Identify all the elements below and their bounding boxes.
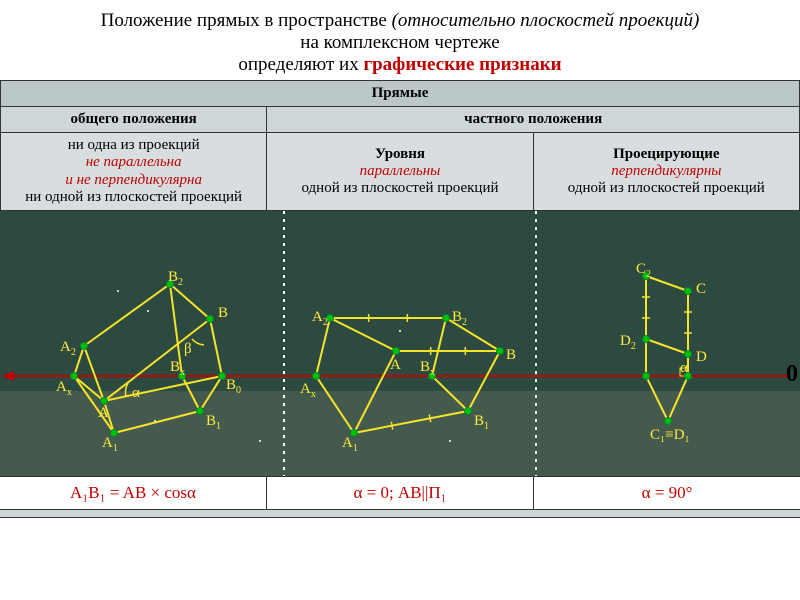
formula-3: α = 90°	[534, 477, 800, 509]
svg-text:β: β	[184, 341, 192, 357]
header-text: Положение прямых в пространстве	[101, 10, 392, 31]
svg-text:C: C	[696, 281, 706, 297]
svg-text:A2: A2	[312, 309, 328, 328]
svg-text:B1: B1	[474, 413, 489, 432]
svg-text:D: D	[696, 349, 707, 365]
svg-text:A: A	[98, 405, 109, 421]
desc-general: ни одна из проекций не параллельна и не …	[1, 133, 267, 211]
svg-text:A1: A1	[342, 435, 358, 454]
formula-1: A₁B₁ = AB × cosα	[0, 477, 267, 509]
header-line-2: на комплексном чертеже	[6, 32, 794, 54]
header-italic: (относительно плоскостей проекций)	[392, 10, 700, 31]
desc-projecting: Проецирующие перпендикулярны одной из пл…	[533, 133, 799, 211]
footer-strip	[0, 510, 800, 518]
desc-level: Уровня параллельны одной из плоскостей п…	[267, 133, 533, 211]
svg-text:B1: B1	[206, 413, 221, 432]
svg-text:α: α	[132, 385, 140, 401]
svg-text:B0: B0	[226, 377, 241, 396]
geometry-svg: αβAA1A2AxBB1B2BxB0AA1A2AxBB1B2BxαCC2DD2C…	[0, 211, 800, 476]
zero-label: 0	[786, 361, 798, 388]
svg-text:B: B	[218, 305, 228, 321]
header-text: определяют их	[238, 54, 363, 75]
header-red: графические признаки	[363, 54, 561, 75]
diagram-area: αβAA1A2AxBB1B2BxB0AA1A2AxBB1B2BxαCC2DD2C…	[0, 211, 800, 476]
svg-text:C₁≡D₁: C₁≡D₁	[650, 427, 690, 443]
formula-2: α = 0; AB||П₁	[267, 477, 534, 509]
svg-text:A: A	[390, 357, 401, 373]
svg-text:A1: A1	[102, 435, 118, 454]
svg-text:B: B	[506, 347, 516, 363]
classification-table: Прямые общего положения частного положен…	[0, 80, 800, 211]
svg-text:D2: D2	[620, 333, 636, 352]
table-header-main: Прямые	[1, 81, 800, 107]
formula-row: A₁B₁ = AB × cosα α = 0; AB||П₁ α = 90°	[0, 476, 800, 510]
col-particular: частного положения	[267, 107, 800, 133]
title-block: Положение прямых в пространстве (относит…	[0, 0, 800, 80]
header-line-3: определяют их графические признаки	[6, 54, 794, 76]
col-general: общего положения	[1, 107, 267, 133]
svg-text:Ax: Ax	[56, 379, 72, 398]
svg-text:Ax: Ax	[300, 381, 316, 400]
svg-text:A2: A2	[60, 339, 76, 358]
header-line-1: Положение прямых в пространстве (относит…	[6, 10, 794, 32]
